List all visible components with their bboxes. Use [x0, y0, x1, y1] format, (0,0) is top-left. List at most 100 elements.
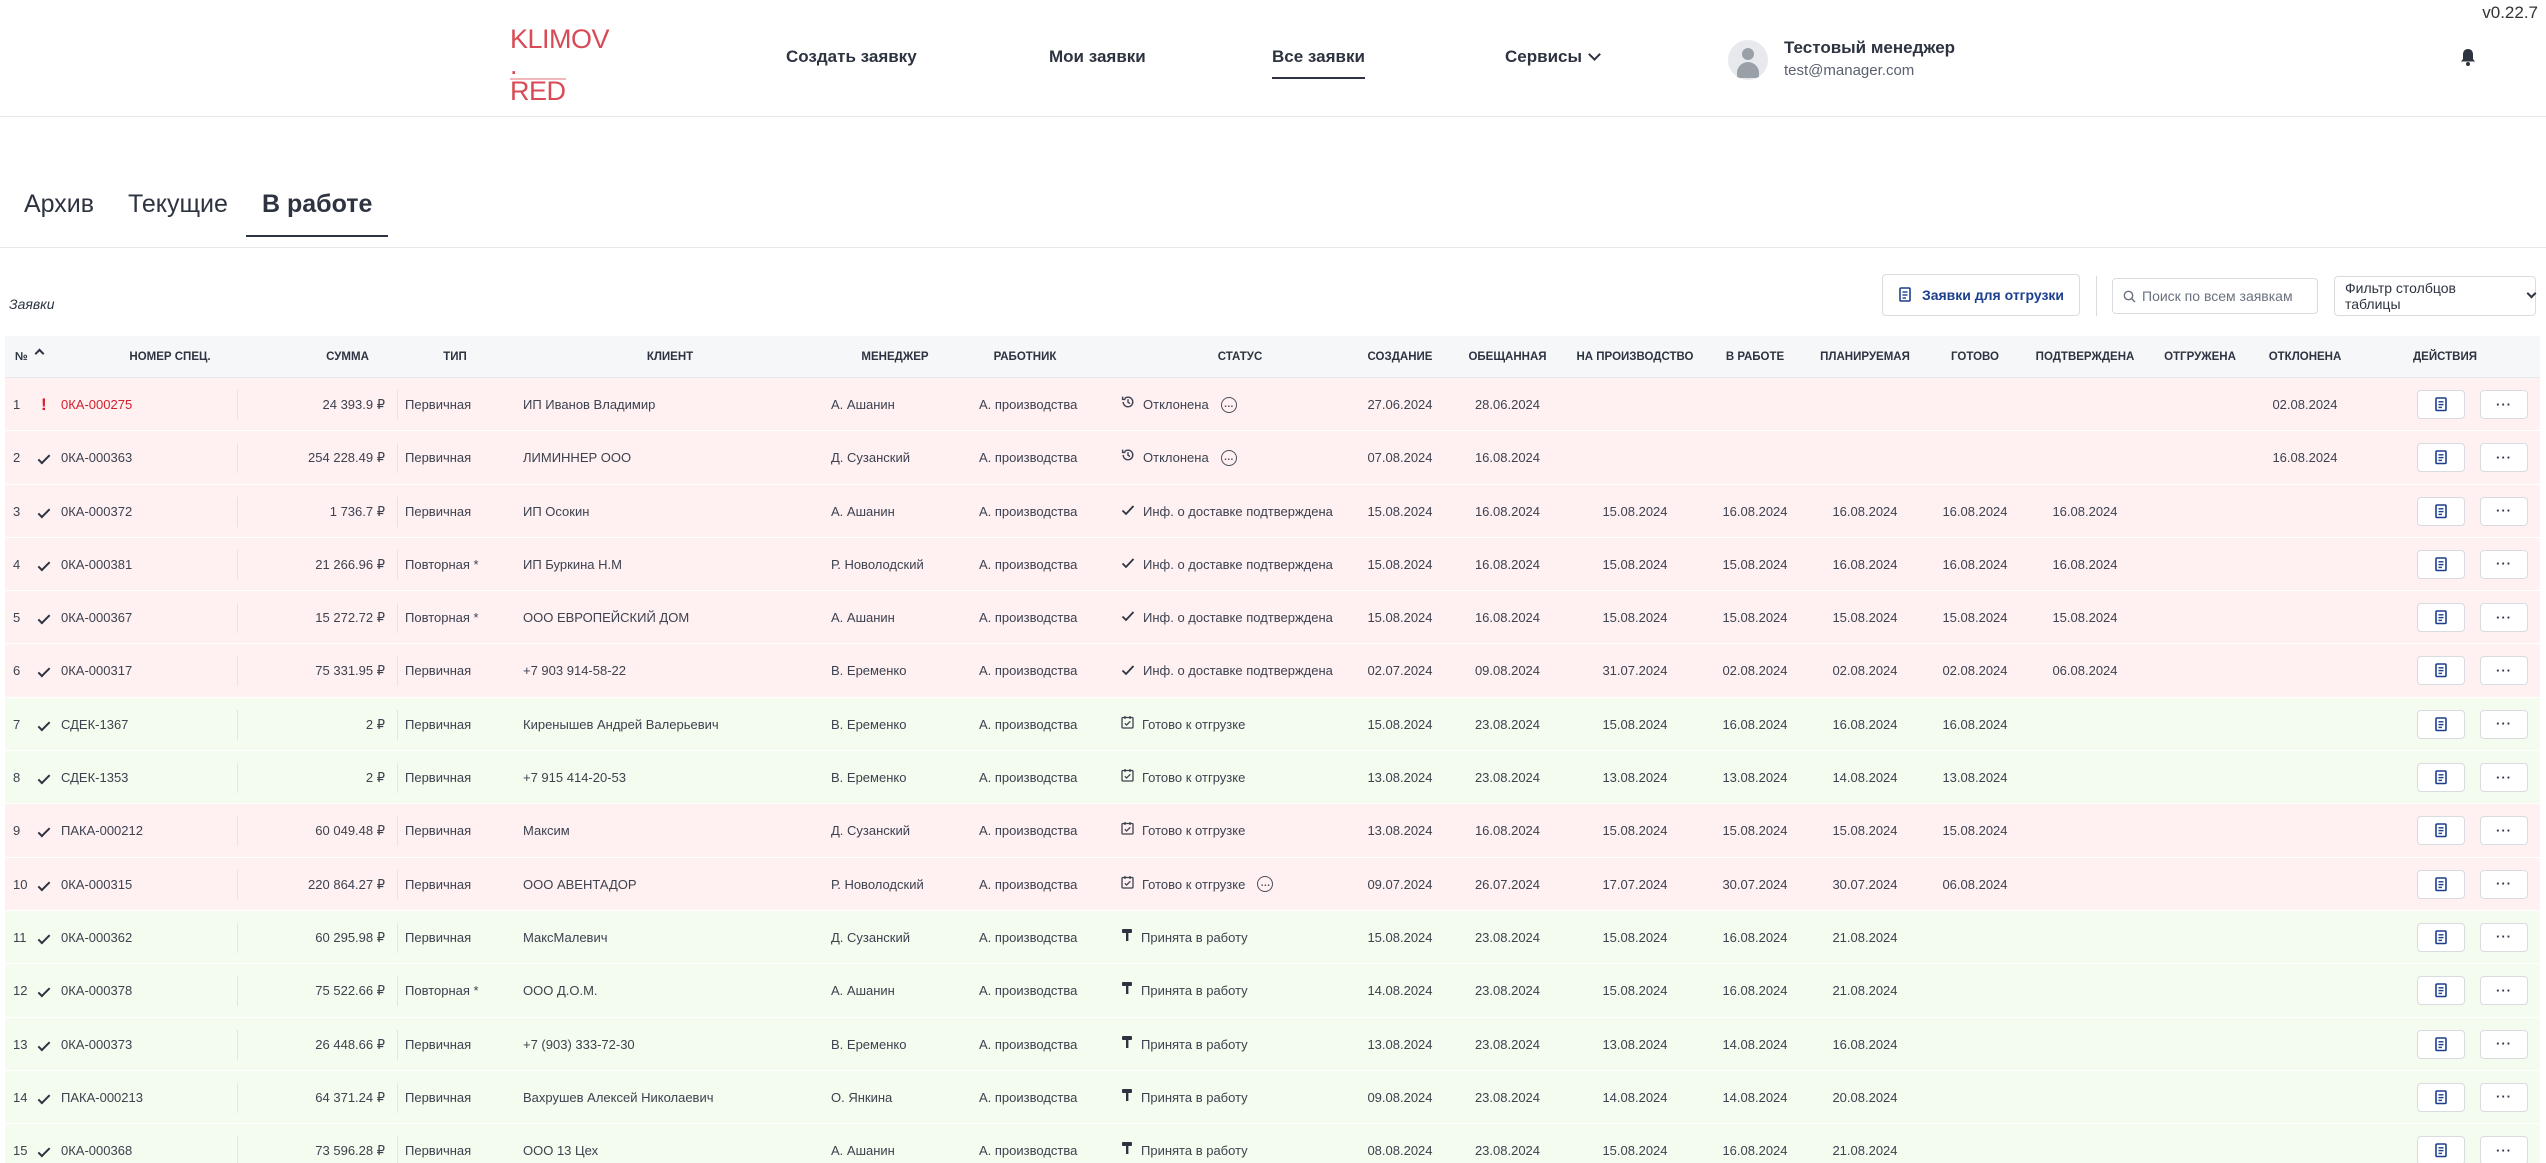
comment-icon[interactable]: … [1220, 449, 1237, 466]
shipment-doc-button[interactable] [2417, 443, 2465, 473]
more-actions-button[interactable]: ··· [2480, 1136, 2528, 1163]
table-row[interactable]: 3 0КА-000372 1 736.7 ₽ Первичная ИП Осокин А.… [5, 484, 2540, 538]
th-ready[interactable]: Готово [1951, 351, 1999, 363]
more-actions-button[interactable]: ··· [2480, 869, 2528, 899]
th-promised[interactable]: Обещанная [1468, 351, 1547, 363]
comment-icon[interactable]: … [1257, 876, 1274, 893]
spec-number[interactable]: 0КА-000368 [61, 1143, 133, 1159]
table-row[interactable]: 9 ПАКА-000212 60 049.48 ₽ Первичная Максим Д.… [5, 804, 2540, 858]
nav-create-request[interactable]: Создать заявку [786, 47, 917, 66]
table-row[interactable]: 13 0КА-000373 26 448.66 ₽ Первичная +7 (903)… [5, 1017, 2540, 1071]
avatar[interactable] [1728, 40, 1768, 80]
th-client[interactable]: Клиент [646, 351, 694, 363]
spec-number[interactable]: 0КА-000381 [61, 556, 133, 572]
search-input[interactable] [2142, 288, 2312, 304]
shipment-doc-button[interactable] [2417, 496, 2465, 526]
more-actions-button[interactable]: ··· [2480, 763, 2528, 793]
nav-all-requests[interactable]: Все заявки [1272, 47, 1365, 79]
th-rejected[interactable]: Отклонена [2268, 351, 2342, 363]
th-spec[interactable]: Номер спец. [129, 351, 211, 363]
table-row[interactable]: 14 ПАКА-000213 64 371.24 ₽ Первичная Вахруше… [5, 1070, 2540, 1125]
tab-in-work[interactable]: В работе [246, 190, 389, 237]
spec-number[interactable]: 0КА-000372 [61, 503, 133, 519]
search-box[interactable] [2112, 278, 2318, 314]
table-row[interactable]: 2 0КА-000363 254 228.49 ₽ Первичная ЛИМИННЕР… [5, 431, 2540, 485]
shipment-doc-button[interactable] [2417, 603, 2465, 633]
more-actions-button[interactable]: ··· [2480, 549, 2528, 579]
more-actions-button[interactable]: ··· [2480, 603, 2528, 633]
spec-number[interactable]: 0КА-000362 [61, 929, 133, 945]
table-row[interactable]: 4 0КА-000381 21 266.96 ₽ Повторная * ИП Бурк… [5, 537, 2540, 592]
table-row[interactable]: 5 0КА-000367 15 272.72 ₽ Повторная * ООО ЕВР… [5, 591, 2540, 645]
shipment-doc-button[interactable] [2417, 1136, 2465, 1163]
more-actions-button[interactable]: ··· [2480, 1082, 2528, 1112]
table-row[interactable]: 8 СДЕК-1353 2 ₽ Первичная +7 915 414-20-53 В.… [5, 751, 2540, 805]
more-actions-button[interactable]: ··· [2480, 922, 2528, 952]
shipment-doc-button[interactable] [2417, 922, 2465, 952]
th-worker[interactable]: Работник [993, 351, 1057, 363]
spec-number[interactable]: 0КА-000373 [61, 1036, 133, 1052]
spec-number[interactable]: СДЕК-1367 [61, 716, 129, 732]
th-confirmed[interactable]: Подтверждена [2035, 351, 2135, 363]
shipment-doc-button[interactable] [2417, 816, 2465, 846]
spec-number[interactable]: 0КА-000275 [61, 397, 133, 412]
spec-number[interactable]: 0КА-000363 [61, 450, 133, 466]
th-created[interactable]: Создание [1367, 351, 1433, 363]
spec-number[interactable]: 0КА-000378 [61, 983, 133, 999]
comment-icon[interactable]: … [1220, 396, 1237, 413]
table-row[interactable]: 15 0КА-000368 73 596.28 ₽ Первичная ООО 13 Ц… [5, 1124, 2540, 1163]
cell-divider [237, 1082, 238, 1113]
spec-number[interactable]: ПАКА-000212 [61, 823, 143, 839]
shipment-doc-button[interactable] [2417, 1029, 2465, 1059]
shipment-doc-button[interactable] [2417, 709, 2465, 739]
th-num[interactable]: № [15, 336, 45, 378]
tabs-bar: Архив Текущие В работе [0, 190, 2546, 248]
th-planned[interactable]: Планируемая [1820, 351, 1910, 363]
table-row[interactable]: 12 0КА-000378 75 522.66 ₽ Повторная * ООО Д.… [5, 964, 2540, 1018]
spec-number[interactable]: 0КА-000367 [61, 610, 133, 626]
document-icon [2435, 1090, 2447, 1105]
th-manager[interactable]: Менеджер [861, 351, 929, 363]
tab-current[interactable]: Текущие [128, 190, 228, 218]
table-row[interactable]: 10 0КА-000315 220 864.27 ₽ Первичная ООО АВЕ… [5, 857, 2540, 911]
table-row[interactable]: 11 0КА-000362 60 295.98 ₽ Первичная МаксМале… [5, 910, 2540, 965]
logo[interactable]: KLIMOV . RED [510, 26, 620, 105]
th-type[interactable]: Тип [443, 351, 467, 363]
th-status[interactable]: Статус [1217, 351, 1263, 363]
spec-number[interactable]: ПАКА-000213 [61, 1089, 143, 1105]
more-actions-button[interactable]: ··· [2480, 1029, 2528, 1059]
spec-number[interactable]: 0КА-000315 [61, 876, 133, 892]
shipment-doc-button[interactable] [2417, 549, 2465, 579]
more-actions-button[interactable]: ··· [2480, 816, 2528, 846]
more-actions-button[interactable]: ··· [2480, 443, 2528, 473]
more-actions-button[interactable]: ··· [2480, 390, 2528, 419]
shipment-doc-button[interactable] [2417, 869, 2465, 899]
shipment-doc-button[interactable] [2417, 390, 2465, 419]
cell-created: 02.07.2024 [1367, 663, 1433, 679]
row-number: 6 [13, 663, 21, 679]
nav-services[interactable]: Сервисы [1505, 47, 1601, 67]
nav-my-requests[interactable]: Мои заявки [1049, 47, 1146, 66]
more-actions-button[interactable]: ··· [2480, 976, 2528, 1006]
shipment-doc-button[interactable] [2417, 976, 2465, 1006]
table-row[interactable]: 7 СДЕК-1367 2 ₽ Первичная Киренышев Андрей В… [5, 697, 2540, 752]
table-row[interactable]: 6 0КА-000317 75 331.95 ₽ Первичная +7 903 91… [5, 644, 2540, 698]
shipment-requests-button[interactable]: Заявки для отгрузки [1882, 274, 2080, 316]
more-actions-button[interactable]: ··· [2480, 709, 2528, 739]
th-shipped[interactable]: Отгружена [2164, 351, 2236, 363]
tab-archive[interactable]: Архив [24, 190, 95, 218]
shipment-doc-button[interactable] [2417, 1082, 2465, 1112]
th-inwork[interactable]: В работе [1725, 351, 1785, 363]
shipment-doc-button[interactable] [2417, 656, 2465, 686]
bell-icon[interactable] [2460, 48, 2476, 66]
table-row[interactable]: 1! 0КА-000275 24 393.9 ₽ Первичная ИП Иванов… [5, 378, 2540, 432]
more-actions-button[interactable]: ··· [2480, 496, 2528, 526]
more-actions-button[interactable]: ··· [2480, 656, 2528, 686]
sort-up-icon[interactable] [34, 348, 45, 359]
spec-number[interactable]: СДЕК-1353 [61, 770, 129, 786]
th-production[interactable]: На производство [1576, 351, 1694, 363]
th-sum[interactable]: Сумма [326, 351, 369, 363]
column-filter-dropdown[interactable]: Фильтр столбцов таблицы [2334, 276, 2537, 316]
shipment-doc-button[interactable] [2417, 763, 2465, 793]
spec-number[interactable]: 0КА-000317 [61, 663, 133, 679]
